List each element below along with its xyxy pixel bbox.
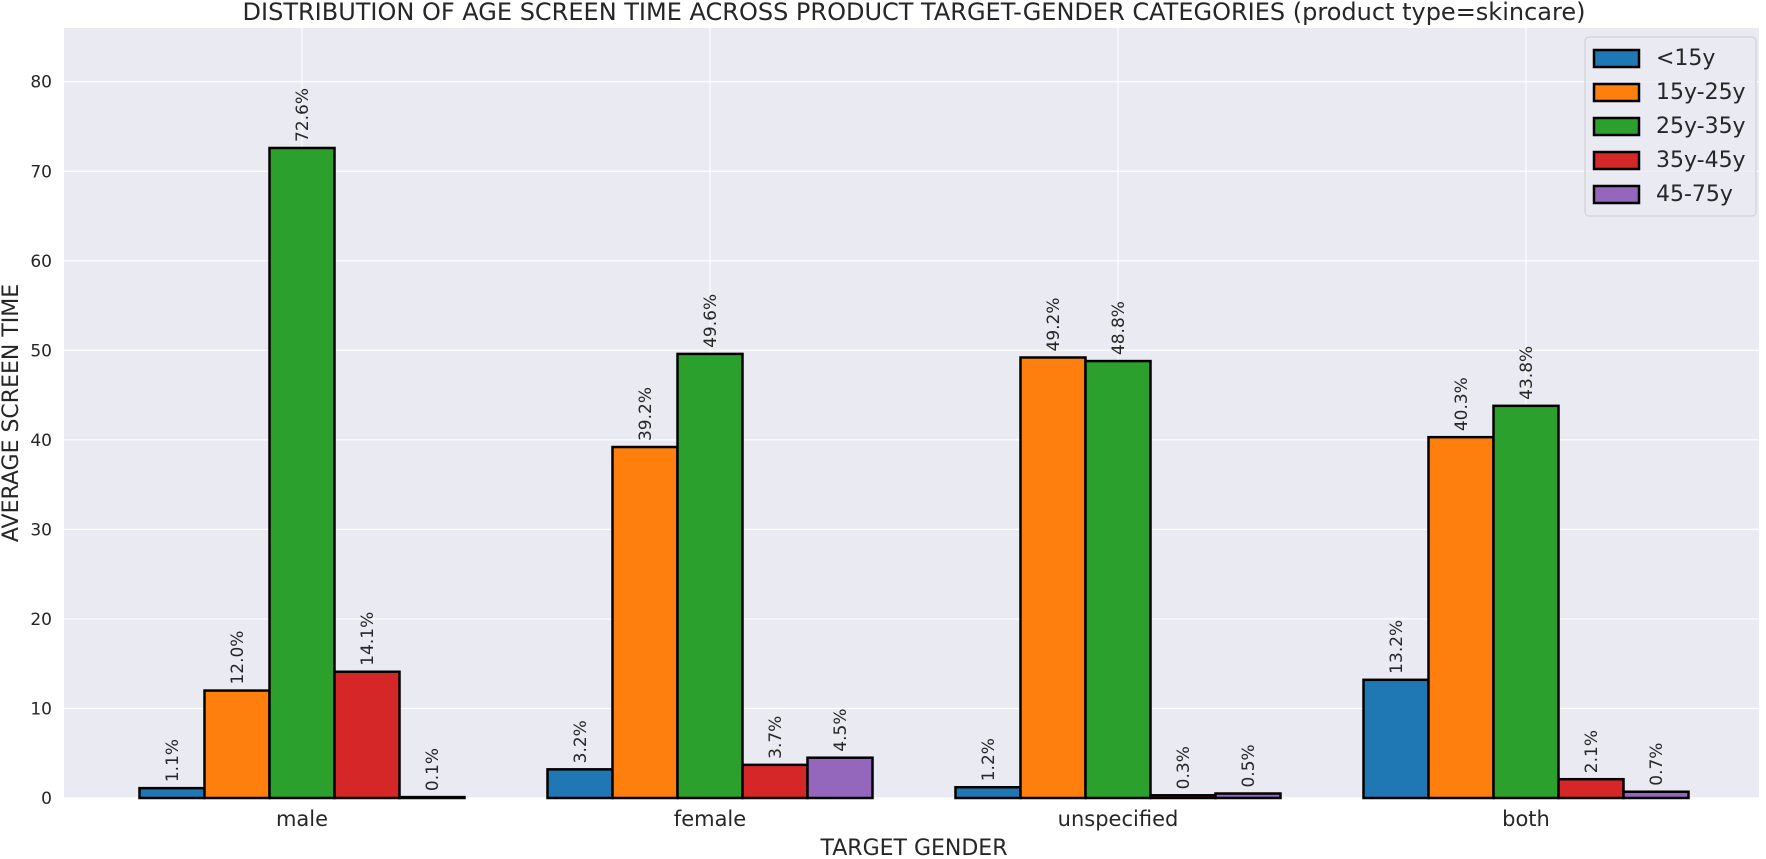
data-label: 3.2% [571,720,591,763]
legend: <15y 15y-25y 25y-35y 35y-45y 45-75y [1584,36,1757,217]
legend-swatch-4 [1592,184,1641,205]
bar-male-2 [268,146,336,800]
bar-both-1 [1427,435,1495,800]
data-label: 4.5% [831,709,851,752]
ticks-layer: 0 10 20 30 40 50 60 70 80 male female unspecified bo… [30,73,1550,831]
bar-female-2 [676,352,744,800]
bar-male-3 [333,670,401,800]
bar-male-1 [203,689,271,800]
legend-label-1: 15y-25y [1656,80,1746,105]
y-tick-label: 20 [30,610,52,630]
bar-both-0 [1362,678,1430,800]
data-label: 3.7% [766,716,786,759]
x-tick-label-unspecified: unspecified [1058,807,1179,831]
bars-layer [138,146,1690,800]
legend-swatch-0 [1592,48,1641,69]
legend-frame [1584,36,1757,217]
y-tick-label: 30 [30,520,52,540]
data-label: 48.8% [1109,301,1129,355]
legend-label-0: <15y [1656,46,1715,71]
x-axis-label: TARGET GENDER [820,836,1008,859]
data-label: 12.0% [228,631,248,685]
data-label: 2.1% [1582,730,1602,773]
x-tick-label-male: male [276,807,328,831]
bar-female-4 [806,756,874,800]
y-tick-label: 40 [30,431,52,451]
data-label: 43.8% [1517,346,1537,400]
data-label: 49.6% [701,294,721,348]
labels-layer: 1.1% 3.2% 1.2% 13.2% 12.0% 39.2% 49.2% 40.3% 72.… [163,88,1667,791]
y-axis-label: AVERAGE SCREEN TIME [0,284,24,542]
data-label: 40.3% [1452,377,1472,431]
y-tick-label: 80 [30,73,52,93]
data-label: 13.2% [1387,620,1407,674]
bar-female-1 [611,445,679,800]
x-tick-label-female: female [674,807,746,831]
y-tick-label: 50 [30,341,52,361]
bar-unspecified-1 [1019,356,1087,800]
bar-male-0 [138,786,206,800]
bar-both-3 [1557,777,1625,800]
bar-unspecified-0 [954,786,1022,800]
y-tick-label: 0 [41,789,52,809]
data-label: 0.3% [1174,746,1194,789]
data-label: 0.1% [423,748,443,791]
chart-title: DISTRIBUTION OF AGE SCREEN TIME ACROSS P… [243,0,1586,26]
y-tick-label: 70 [30,162,52,182]
data-label: 1.1% [163,739,183,782]
y-tick-label: 10 [30,699,52,719]
data-label: 39.2% [636,387,656,441]
bar-female-3 [741,763,809,800]
legend-swatch-2 [1592,116,1641,137]
legend-label-3: 35y-45y [1656,148,1746,173]
legend-swatch-3 [1592,150,1641,171]
x-tick-label-both: both [1502,807,1550,831]
bar-both-2 [1492,404,1560,800]
bar-unspecified-4 [1214,792,1282,800]
bar-unspecified-2 [1084,359,1152,800]
data-label: 0.5% [1239,744,1259,787]
bar-male-4 [398,795,466,800]
legend-swatch-1 [1592,82,1641,103]
data-label: 14.1% [358,612,378,666]
data-label: 0.7% [1647,743,1667,786]
y-tick-label: 60 [30,252,52,272]
bar-unspecified-3 [1149,794,1217,800]
bar-both-4 [1622,790,1690,800]
data-label: 72.6% [293,88,313,142]
bar-female-0 [546,768,614,800]
data-label: 49.2% [1044,297,1064,351]
legend-label-2: 25y-35y [1656,114,1746,139]
legend-label-4: 45-75y [1656,182,1733,207]
data-label: 1.2% [979,738,999,781]
